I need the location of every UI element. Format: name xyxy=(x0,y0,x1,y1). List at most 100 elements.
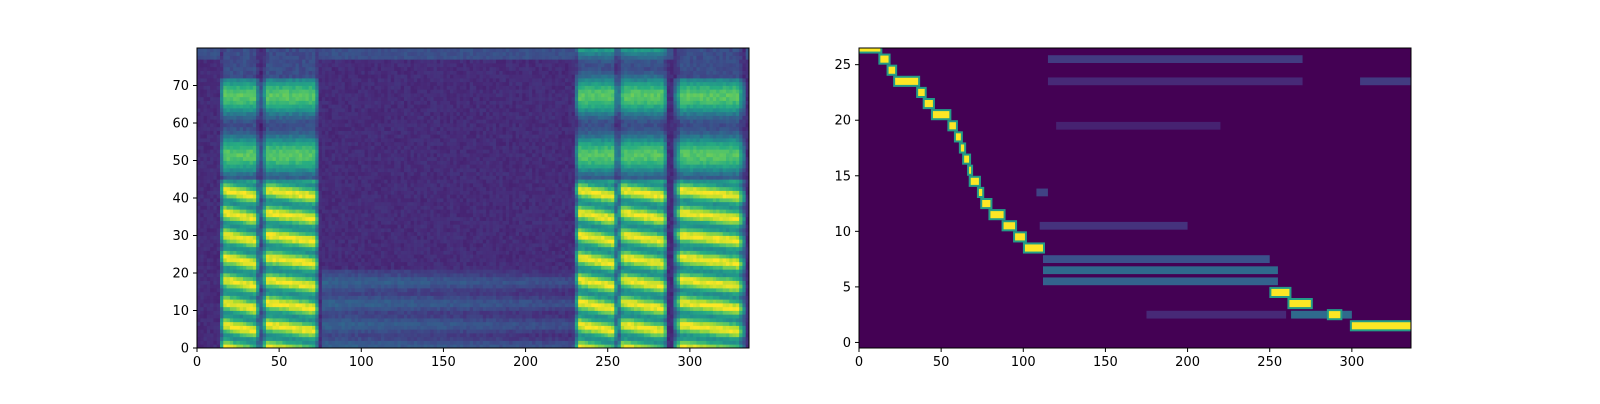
heatmap-cell xyxy=(236,220,241,225)
heatmap-cell xyxy=(371,85,375,90)
heatmap-cell xyxy=(266,321,270,326)
heatmap-cell xyxy=(331,66,336,71)
heatmap-cell xyxy=(223,168,227,173)
heatmap-cell xyxy=(298,59,303,64)
heatmap-cell xyxy=(269,269,273,274)
heatmap-cell xyxy=(203,153,208,158)
heatmap-cell xyxy=(252,273,257,278)
heatmap-cell xyxy=(292,246,296,251)
heatmap-cell xyxy=(394,51,398,56)
heatmap-cell xyxy=(206,126,211,131)
heatmap-cell xyxy=(295,168,300,173)
heatmap-cell xyxy=(361,66,365,71)
heatmap-cell xyxy=(338,231,342,236)
heatmap-cell xyxy=(256,209,260,214)
heatmap-cell xyxy=(269,209,273,214)
heatmap-cell xyxy=(298,108,303,113)
heatmap-cell xyxy=(394,168,398,173)
heatmap-cell xyxy=(354,48,359,53)
heatmap-cell xyxy=(252,59,257,64)
heatmap-cell xyxy=(318,156,323,161)
heatmap-cell xyxy=(384,220,388,225)
heatmap-cell xyxy=(374,295,379,300)
heatmap-cell xyxy=(302,306,306,311)
heatmap-cell xyxy=(226,149,231,154)
heatmap-cell xyxy=(397,336,402,341)
heatmap-cell xyxy=(367,130,372,135)
heatmap-cell xyxy=(328,55,333,60)
heatmap-cell xyxy=(233,130,237,135)
heatmap-cell xyxy=(279,220,283,225)
heatmap-cell xyxy=(298,235,303,240)
heatmap-cell xyxy=(312,321,316,326)
heatmap-cell xyxy=(381,160,385,165)
heatmap-cell xyxy=(331,85,336,90)
heatmap-cell xyxy=(206,216,211,221)
heatmap-cell xyxy=(338,66,342,71)
heatmap-cell xyxy=(197,186,201,191)
heatmap-cell xyxy=(295,134,300,139)
heatmap-cell xyxy=(275,280,280,285)
heatmap-cell xyxy=(367,59,372,64)
heatmap-cell xyxy=(298,160,303,165)
heatmap-cell xyxy=(298,250,303,255)
heatmap-cell xyxy=(318,171,323,176)
heatmap-cell xyxy=(364,141,369,146)
heatmap-cell xyxy=(239,138,244,143)
heatmap-cell xyxy=(226,288,231,293)
heatmap-cell xyxy=(377,160,382,165)
heatmap-cell xyxy=(216,141,221,146)
heatmap-cell xyxy=(318,78,323,83)
heatmap-cell xyxy=(305,220,310,225)
heatmap-cell xyxy=(200,224,204,229)
heatmap-cell xyxy=(206,250,211,255)
heatmap-cell xyxy=(272,284,277,289)
heatmap-cell xyxy=(210,108,214,113)
heatmap-cell xyxy=(272,48,277,53)
heatmap-cell xyxy=(400,284,405,289)
heatmap-cell xyxy=(377,220,382,225)
heatmap-cell xyxy=(229,48,234,53)
heatmap-cell xyxy=(210,119,214,124)
heatmap-cell xyxy=(239,126,244,131)
heatmap-cell xyxy=(292,243,296,248)
heatmap-cell xyxy=(279,318,283,323)
heatmap-cell xyxy=(302,336,306,341)
heatmap-cell xyxy=(315,303,319,308)
heatmap-cell xyxy=(259,198,264,203)
heatmap-cell xyxy=(371,138,375,143)
heatmap-cell xyxy=(266,303,270,308)
heatmap-cell xyxy=(397,51,402,56)
heatmap-cell xyxy=(203,179,208,184)
heatmap-cell xyxy=(321,265,326,270)
heatmap-cell xyxy=(243,104,247,109)
heatmap-cell xyxy=(262,258,267,263)
heatmap-cell xyxy=(197,280,201,285)
heatmap-cell xyxy=(216,194,221,199)
heatmap-cell xyxy=(335,329,339,334)
heatmap-cell xyxy=(381,111,385,116)
heatmap-cell xyxy=(344,220,349,225)
heatmap-cell xyxy=(246,70,250,75)
heatmap-cell xyxy=(256,93,260,98)
heatmap-cell xyxy=(371,119,375,124)
heatmap-cell xyxy=(315,108,319,113)
heatmap-cell xyxy=(384,179,388,184)
heatmap-cell xyxy=(384,261,388,266)
heatmap-cell xyxy=(302,190,306,195)
heatmap-cell xyxy=(381,108,385,113)
heatmap-cell xyxy=(318,344,323,348)
heatmap-cell xyxy=(282,213,287,218)
heatmap-cell xyxy=(256,63,260,68)
heatmap-cell xyxy=(220,254,224,259)
heatmap-cell xyxy=(341,145,346,150)
heatmap-cell xyxy=(305,231,310,236)
heatmap-cell xyxy=(236,250,241,255)
heatmap-cell xyxy=(216,179,221,184)
heatmap-cell xyxy=(335,213,339,218)
heatmap-cell xyxy=(210,303,214,308)
heatmap-cell xyxy=(338,299,342,304)
heatmap-cell xyxy=(377,269,382,274)
heatmap-cell xyxy=(338,254,342,259)
heatmap-cell xyxy=(328,123,333,128)
